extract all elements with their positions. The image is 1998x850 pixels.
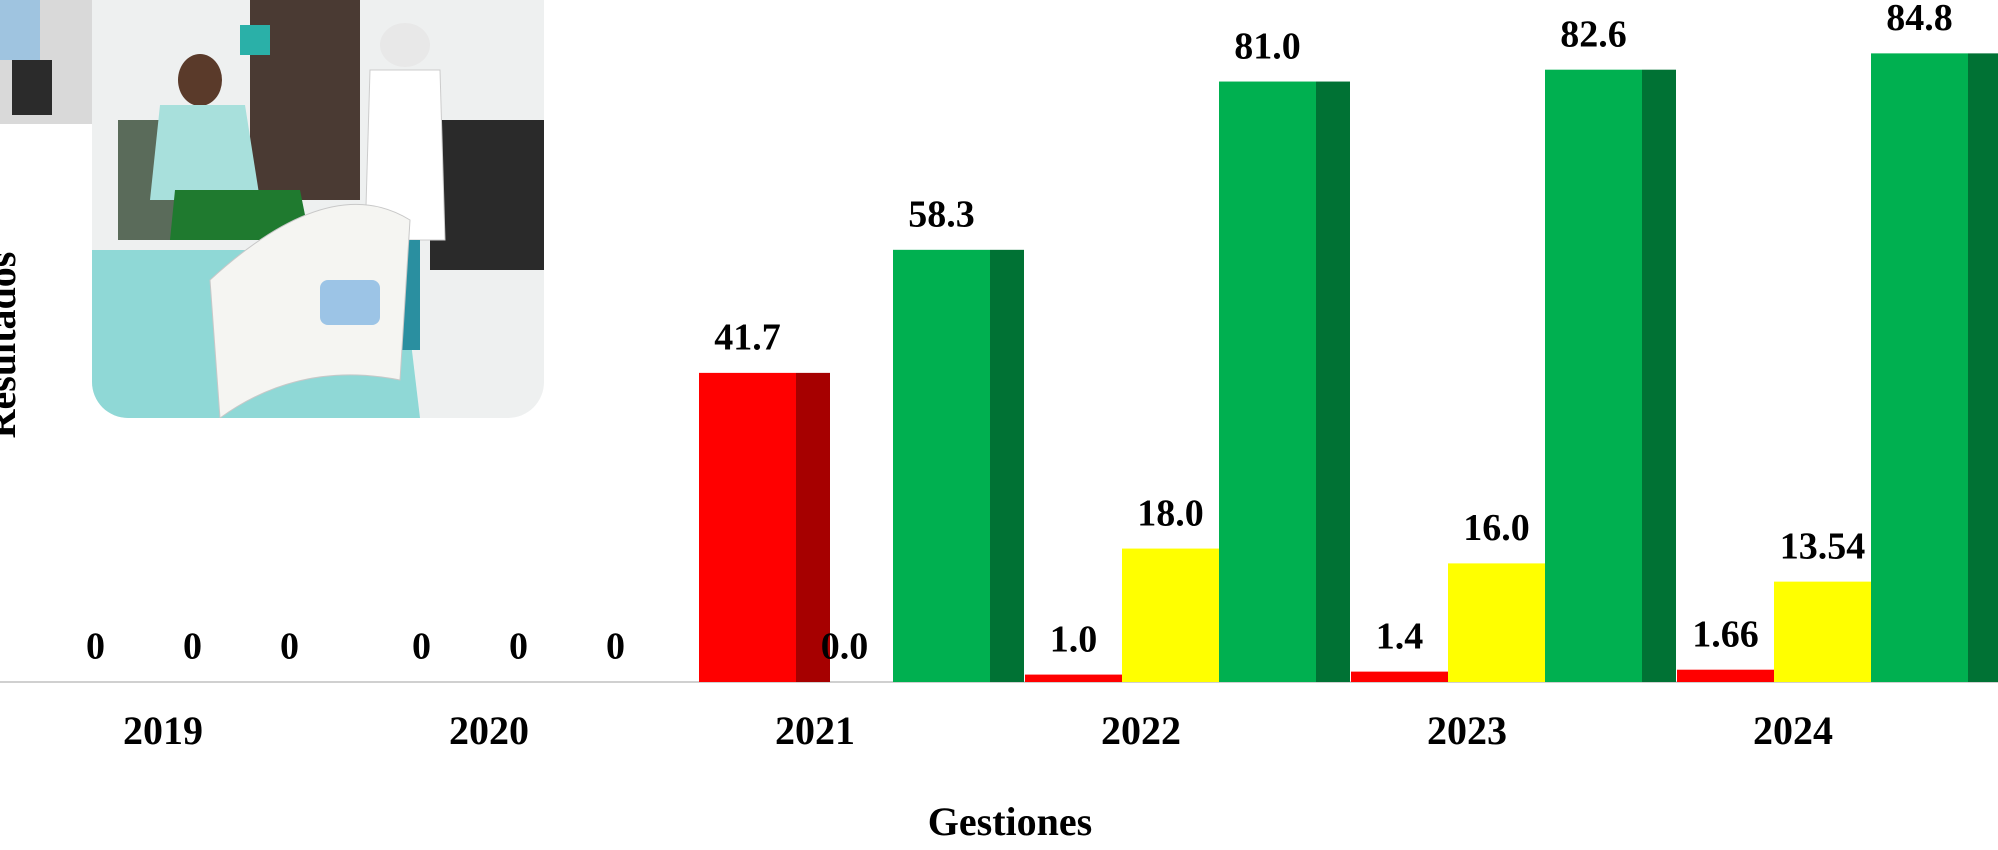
bar — [1122, 548, 1219, 682]
data-label: 0.0 — [821, 626, 869, 668]
data-label: 81.0 — [1234, 25, 1301, 67]
bar — [699, 372, 796, 682]
x-tick-label: 2024 — [1753, 708, 1833, 753]
data-label: 0 — [606, 626, 625, 668]
bar — [893, 249, 990, 682]
data-label: 82.6 — [1560, 13, 1627, 55]
bar-side — [796, 372, 830, 682]
data-label: 41.7 — [714, 317, 781, 359]
photo — [92, 0, 544, 418]
x-tick-label: 2021 — [775, 708, 855, 753]
bar — [1025, 674, 1122, 682]
y-axis-title: Resultados — [0, 252, 24, 439]
data-label: 1.66 — [1692, 613, 1759, 655]
data-label: 0 — [183, 626, 202, 668]
data-label: 16.0 — [1463, 507, 1530, 549]
data-label: 0 — [86, 626, 105, 668]
data-label: 18.0 — [1137, 492, 1204, 534]
bar — [1448, 563, 1545, 682]
bar-side — [990, 249, 1024, 682]
data-label: 0 — [280, 626, 299, 668]
photo-small — [0, 0, 92, 124]
x-tick-label: 2023 — [1427, 708, 1507, 753]
bar-side — [1968, 53, 1998, 683]
bar-side — [1642, 69, 1676, 682]
bar — [1677, 669, 1774, 682]
data-label: 58.3 — [908, 194, 975, 236]
data-label: 84.8 — [1886, 0, 1953, 39]
x-tick-label: 2020 — [449, 708, 529, 753]
data-label: 1.4 — [1376, 615, 1424, 657]
x-tick-label: 2022 — [1101, 708, 1181, 753]
x-tick-label: 2019 — [123, 708, 203, 753]
bar — [1351, 671, 1448, 682]
x-axis-title: Gestiones — [928, 799, 1092, 844]
data-label: 1.0 — [1050, 618, 1098, 660]
data-label: 0 — [412, 626, 431, 668]
bar — [1871, 53, 1968, 683]
data-label: 0 — [509, 626, 528, 668]
bar — [1545, 69, 1642, 682]
bar — [1219, 81, 1316, 683]
data-label: 13.54 — [1780, 525, 1866, 567]
bar — [1774, 581, 1871, 682]
bar-side — [1316, 81, 1350, 683]
